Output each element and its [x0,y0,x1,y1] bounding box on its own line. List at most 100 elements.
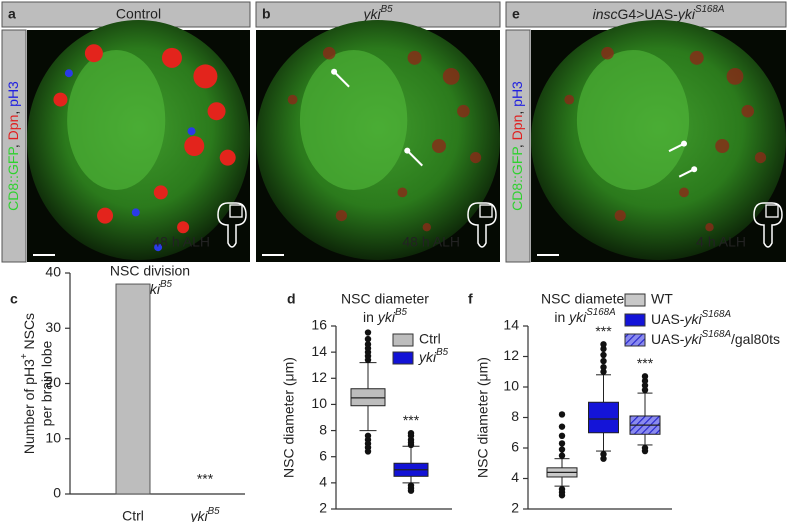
panel-letter: b [262,6,271,22]
panel-letter: e [512,6,520,22]
panel-header-text: inscG4>UAS-ykiS168A [593,4,725,22]
tissue [576,50,690,190]
chart-title: NSC diameter [341,291,429,307]
nucleus [754,152,767,164]
y-tick-label: 12 [503,347,519,363]
text-part: yki [677,6,696,22]
y-tick-label: 2 [511,500,519,516]
text-part: /gal80ts [731,331,780,347]
y-tick-label: 40 [45,264,61,280]
text-part: yki [377,309,396,325]
arrow-head [404,147,411,154]
nucleus [715,139,730,153]
significance: *** [637,355,654,371]
y-tick-label: 6 [319,447,327,463]
y-axis-label: Number of pH3+ NSCs [19,313,37,454]
nucleus [432,139,446,153]
outlier [364,329,372,336]
legend-swatch [624,333,646,347]
nucleus [97,207,114,224]
y-tick-label: 20 [45,374,61,390]
y-tick-label: 4 [511,469,519,485]
tissue [67,50,166,190]
y-tick-label: 12 [311,369,327,385]
arrow-head [681,140,687,147]
panel-header-text: ykiB5 [362,4,393,22]
nucleus [287,94,298,105]
y-tick-label: 10 [45,429,61,445]
text-part: B5 [208,506,221,517]
time-label: 48 h ALH [152,234,210,250]
y-axis-label: NSC diameter (μm) [475,357,491,478]
text-part: S168A [586,307,616,318]
panel-letter: c [10,291,18,307]
text-part: NSCs [21,313,37,353]
nucleus [422,223,431,232]
y-tick-label: 0 [53,485,61,501]
nucleus [184,136,205,156]
text-part: B5 [436,347,449,358]
y-tick-label: 4 [319,474,327,490]
legend-label: WT [651,291,673,307]
time-label: 4 h ALH [696,234,746,250]
bar [115,283,151,495]
x-tick-label: ykiB5 [189,506,220,522]
text-part: yki [683,311,702,327]
text-part: yki [683,331,702,347]
legend-swatch [624,313,646,327]
nucleus [741,104,755,118]
outlier [364,341,372,348]
outlier [364,448,372,455]
nucleus [322,46,336,60]
panel-letter: a [8,6,16,22]
outlier [364,335,372,343]
chart-title: NSC diameter [541,291,629,307]
nucleus [442,68,460,85]
mitotic-cell [154,243,163,252]
box [350,388,386,407]
outlier [558,432,566,439]
side-bar [1,29,27,263]
nucleus [689,50,704,65]
outlier [600,345,607,353]
arrow-head [691,166,698,173]
text-part: insc [593,6,618,22]
x-tick-label: Ctrl [122,508,144,522]
text-part: , [5,107,21,115]
brain-icon [467,202,497,248]
arrow [406,149,423,167]
legend-label: UAS-ykiS168A/gal80ts [651,329,780,347]
nucleus [614,210,626,222]
y-tick-label: 16 [311,317,327,333]
text-part: , [509,107,525,115]
text-part: , [509,140,525,148]
chart-title: NSC division [110,263,190,279]
significance: *** [403,412,420,428]
text-part: yki [362,6,381,22]
nucleus [564,94,575,105]
mitotic-cell [64,69,73,78]
nucleus [219,149,236,166]
outlier [558,423,566,430]
y-tick-label: 8 [511,408,519,424]
outlier [641,386,649,394]
outlier [600,363,607,371]
nucleus [705,223,714,232]
nucleus [53,92,68,107]
text-part: S168A [702,329,732,340]
y-tick-label: 6 [511,439,519,455]
outlier [641,373,649,380]
text-part: S168A [695,4,725,15]
nucleus [161,47,182,68]
text-part: in [554,309,569,325]
y-tick-label: 2 [319,500,327,516]
legend-label: UAS-ykiS168A [651,309,731,327]
outlier [558,492,566,499]
nucleus [177,221,190,234]
y-axis-label: NSC diameter (μm) [281,357,297,478]
outlier [641,447,649,455]
outlier [407,429,415,437]
text-part: B5 [395,307,408,318]
arrow [333,71,350,88]
